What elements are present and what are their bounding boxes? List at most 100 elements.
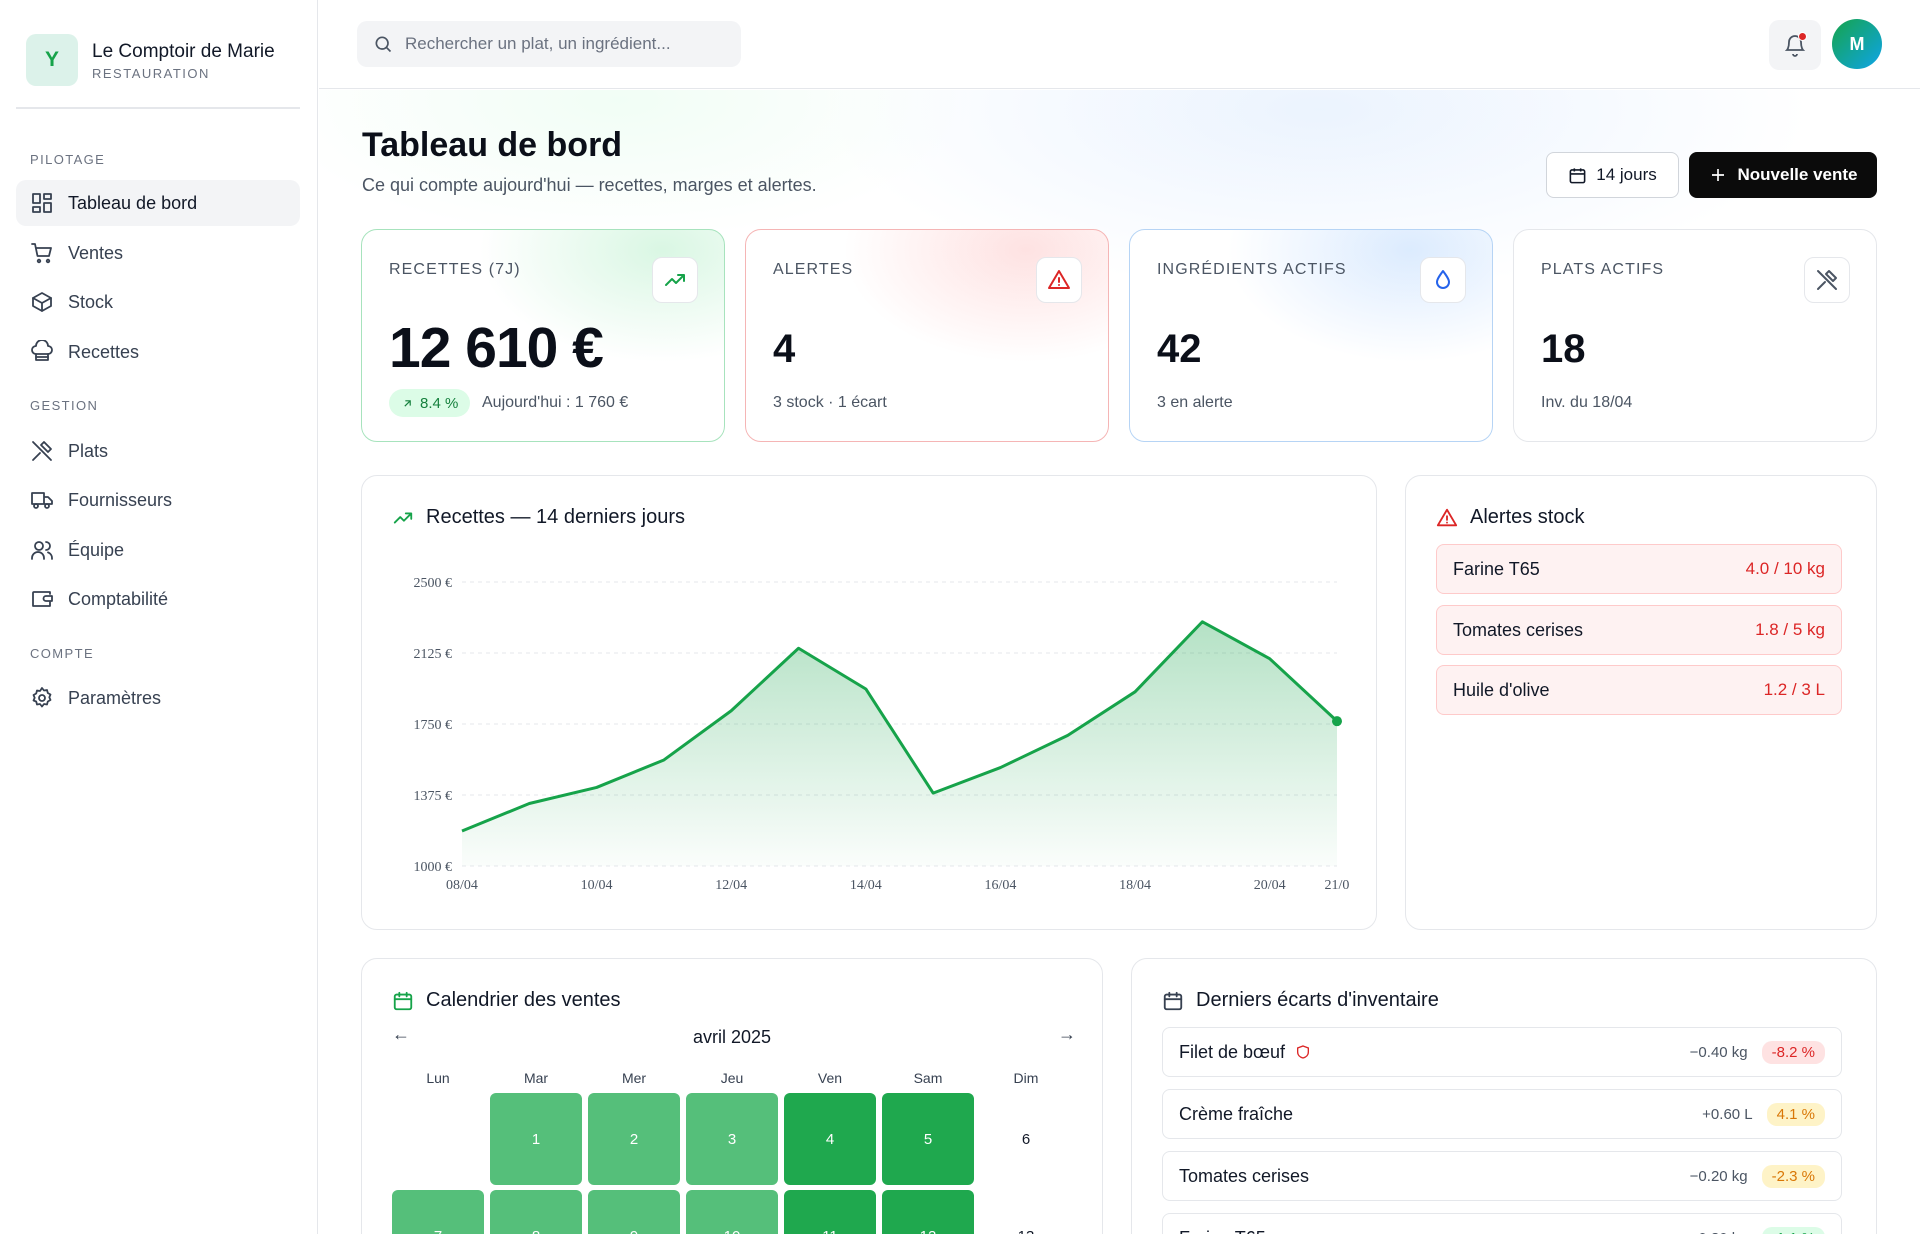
bell-icon (1784, 35, 1806, 57)
calendar-icon (393, 991, 413, 1010)
inventory-row[interactable]: Filet de bœuf −0.40 kg -8.2 % (1162, 1027, 1842, 1077)
sidebar-item-comptabilite[interactable]: Comptabilité (16, 576, 300, 622)
sidebar-item-label: Équipe (68, 539, 125, 560)
sales-calendar-panel: Calendrier des ventes ← avril 2025 → Lun… (361, 958, 1103, 1234)
calendar-day[interactable]: 2 (588, 1093, 680, 1185)
sidebar-item-label: Comptabilité (68, 588, 169, 609)
sidebar-item-stock[interactable]: Stock (16, 279, 300, 325)
sidebar-item-equipe[interactable]: Équipe (16, 527, 300, 573)
calendar-day[interactable]: 13 (980, 1190, 1072, 1234)
x-tick-label: 16/04 (985, 878, 1017, 893)
sidebar-item-label: Recettes (68, 341, 140, 362)
search-box[interactable] (357, 21, 741, 67)
kpi-icon-box (1420, 257, 1466, 303)
box-icon (32, 292, 52, 312)
series-area (462, 621, 1337, 866)
calendar-day[interactable]: 9 (588, 1190, 680, 1234)
inventory-pct-badge: -2.3 % (1761, 1164, 1825, 1188)
new-sale-label: Nouvelle vente (1737, 165, 1858, 184)
calendar-day[interactable]: 11 (784, 1190, 876, 1234)
x-tick-label: 14/04 (850, 878, 882, 893)
sidebar-item-label: Paramètres (68, 687, 162, 708)
panel-title: Derniers écarts d'inventaire (1162, 989, 1439, 1012)
calendar-day[interactable]: 3 (686, 1093, 778, 1185)
dashboard-icon (32, 193, 52, 213)
cart-icon (31, 243, 52, 264)
sidebar-item-fournisseurs[interactable]: Fournisseurs (16, 477, 300, 523)
trend-value: 8.4 % (420, 394, 459, 412)
kpi-value: 18 (1541, 327, 1586, 371)
kpi-card-alerts[interactable]: ALERTES 4 3 stock · 1 écart (745, 229, 1109, 442)
calendar-day[interactable]: 1 (490, 1093, 582, 1185)
inventory-delta: −0.40 kg (1689, 1043, 1748, 1061)
inventory-row[interactable]: Farine T65−0.30 kg -1.1 % (1162, 1213, 1842, 1234)
alert-item-qty: 4.0 / 10 kg (1745, 559, 1825, 578)
x-tick-label: 20/04 (1254, 878, 1286, 893)
utensils-icon (32, 441, 52, 461)
arrow-up-right-icon (404, 399, 411, 407)
calendar-title: Calendrier des ventes (426, 989, 621, 1011)
inventory-item-name: Crème fraîche (1179, 1103, 1294, 1124)
panel-title: Recettes — 14 derniers jours (392, 506, 685, 529)
calendar-month: avril 2025 (692, 1027, 772, 1047)
kpi-footnote: Inv. du 18/04 (1541, 394, 1633, 411)
kpi-label: ALERTES (773, 261, 854, 278)
trending-up-icon (665, 274, 685, 286)
data-point (1332, 716, 1342, 727)
alert-item-name: Tomates cerises (1453, 619, 1584, 640)
search-input[interactable] (405, 34, 735, 54)
sidebar-item-plats[interactable]: Plats (16, 428, 300, 474)
calendar-next-button[interactable]: → (1058, 1024, 1076, 1044)
kpi-footnote: 3 stock · 1 écart (773, 394, 887, 411)
inventory-title: Derniers écarts d'inventaire (1196, 989, 1439, 1011)
alert-item-qty: 1.8 / 5 kg (1755, 620, 1825, 639)
kpi-label: INGRÉDIENTS ACTIFS (1157, 261, 1347, 278)
plus-icon (1711, 169, 1724, 181)
chart-title: Recettes — 14 derniers jours (426, 506, 686, 528)
x-tick-label: 08/04 (446, 878, 478, 893)
calendar-day[interactable]: 10 (686, 1190, 778, 1234)
date-range-label: 14 jours (1596, 165, 1657, 184)
new-sale-button[interactable]: Nouvelle vente (1689, 152, 1877, 198)
calendar-prev-button[interactable]: ← (392, 1024, 410, 1044)
date-range-button[interactable]: 14 jours (1546, 152, 1679, 198)
brand-subtitle: RESTAURATION (92, 65, 210, 81)
divider (16, 107, 300, 109)
sidebar-item-recettes[interactable]: Recettes (16, 329, 300, 375)
calendar-day[interactable]: 12 (882, 1190, 974, 1234)
kpi-label: RECETTES (7J) (389, 261, 521, 278)
inventory-row[interactable]: Crème fraîche +0.60 L 4.1 % (1162, 1089, 1842, 1139)
calendar-day[interactable]: 5 (882, 1093, 974, 1185)
x-tick-label: 12/04 (715, 878, 747, 893)
calendar-day[interactable]: 6 (1021, 1130, 1031, 1148)
kpi-card-revenue[interactable]: RECETTES (7J) 12 610 € 8.4 % Aujourd'hui… (361, 229, 725, 442)
sidebar-item-label: Tableau de bord (68, 192, 198, 213)
calendar-day[interactable]: 7 (392, 1190, 484, 1234)
calendar-day[interactable]: 8 (490, 1190, 582, 1234)
inventory-row[interactable]: Tomates cerises −0.20 kg -2.3 % (1162, 1151, 1842, 1201)
avatar[interactable]: M (1832, 19, 1882, 69)
sidebar-item-parametres[interactable]: Paramètres (16, 675, 300, 721)
sidebar-item-ventes[interactable]: Ventes (16, 230, 300, 276)
shield-icon (1297, 1045, 1310, 1059)
notifications-button[interactable] (1769, 20, 1821, 70)
panel-title: Alertes stock (1436, 506, 1584, 529)
stock-alert-row[interactable]: Farine T65 4.0 / 10 kg (1436, 544, 1842, 594)
inventory-delta: −0.30 kg (1690, 1230, 1748, 1234)
sidebar-item-label: Plats (68, 440, 109, 461)
kpi-today: Aujourd'hui : 1 760 € (482, 394, 629, 411)
kpi-card-ingredients[interactable]: INGRÉDIENTS ACTIFS 42 3 en alerte (1129, 229, 1493, 442)
inventory-item-name: Farine T65 (1179, 1228, 1690, 1234)
stock-alerts-panel: Alertes stock Farine T65 4.0 / 10 kg Tom… (1405, 475, 1877, 930)
kpi-card-dishes[interactable]: PLATS ACTIFS 18 Inv. du 18/04 (1513, 229, 1877, 442)
sidebar-item-tableau-de-bord[interactable]: Tableau de bord (16, 180, 300, 226)
kpi-value: 12 610 € (389, 316, 604, 380)
brand[interactable]: Y Le Comptoir de Marie RESTAURATION (26, 34, 275, 86)
stock-alert-row[interactable]: Huile d'olive 1.2 / 3 L (1436, 665, 1842, 715)
kpi-value: 4 (773, 327, 796, 371)
calendar-day[interactable]: 4 (784, 1093, 876, 1185)
stock-alert-row[interactable]: Tomates cerises 1.8 / 5 kg (1436, 605, 1842, 655)
brand-logo: Y (26, 34, 78, 86)
nav-section-compte: COMPTE (30, 646, 95, 661)
warning-icon (1048, 270, 1070, 289)
